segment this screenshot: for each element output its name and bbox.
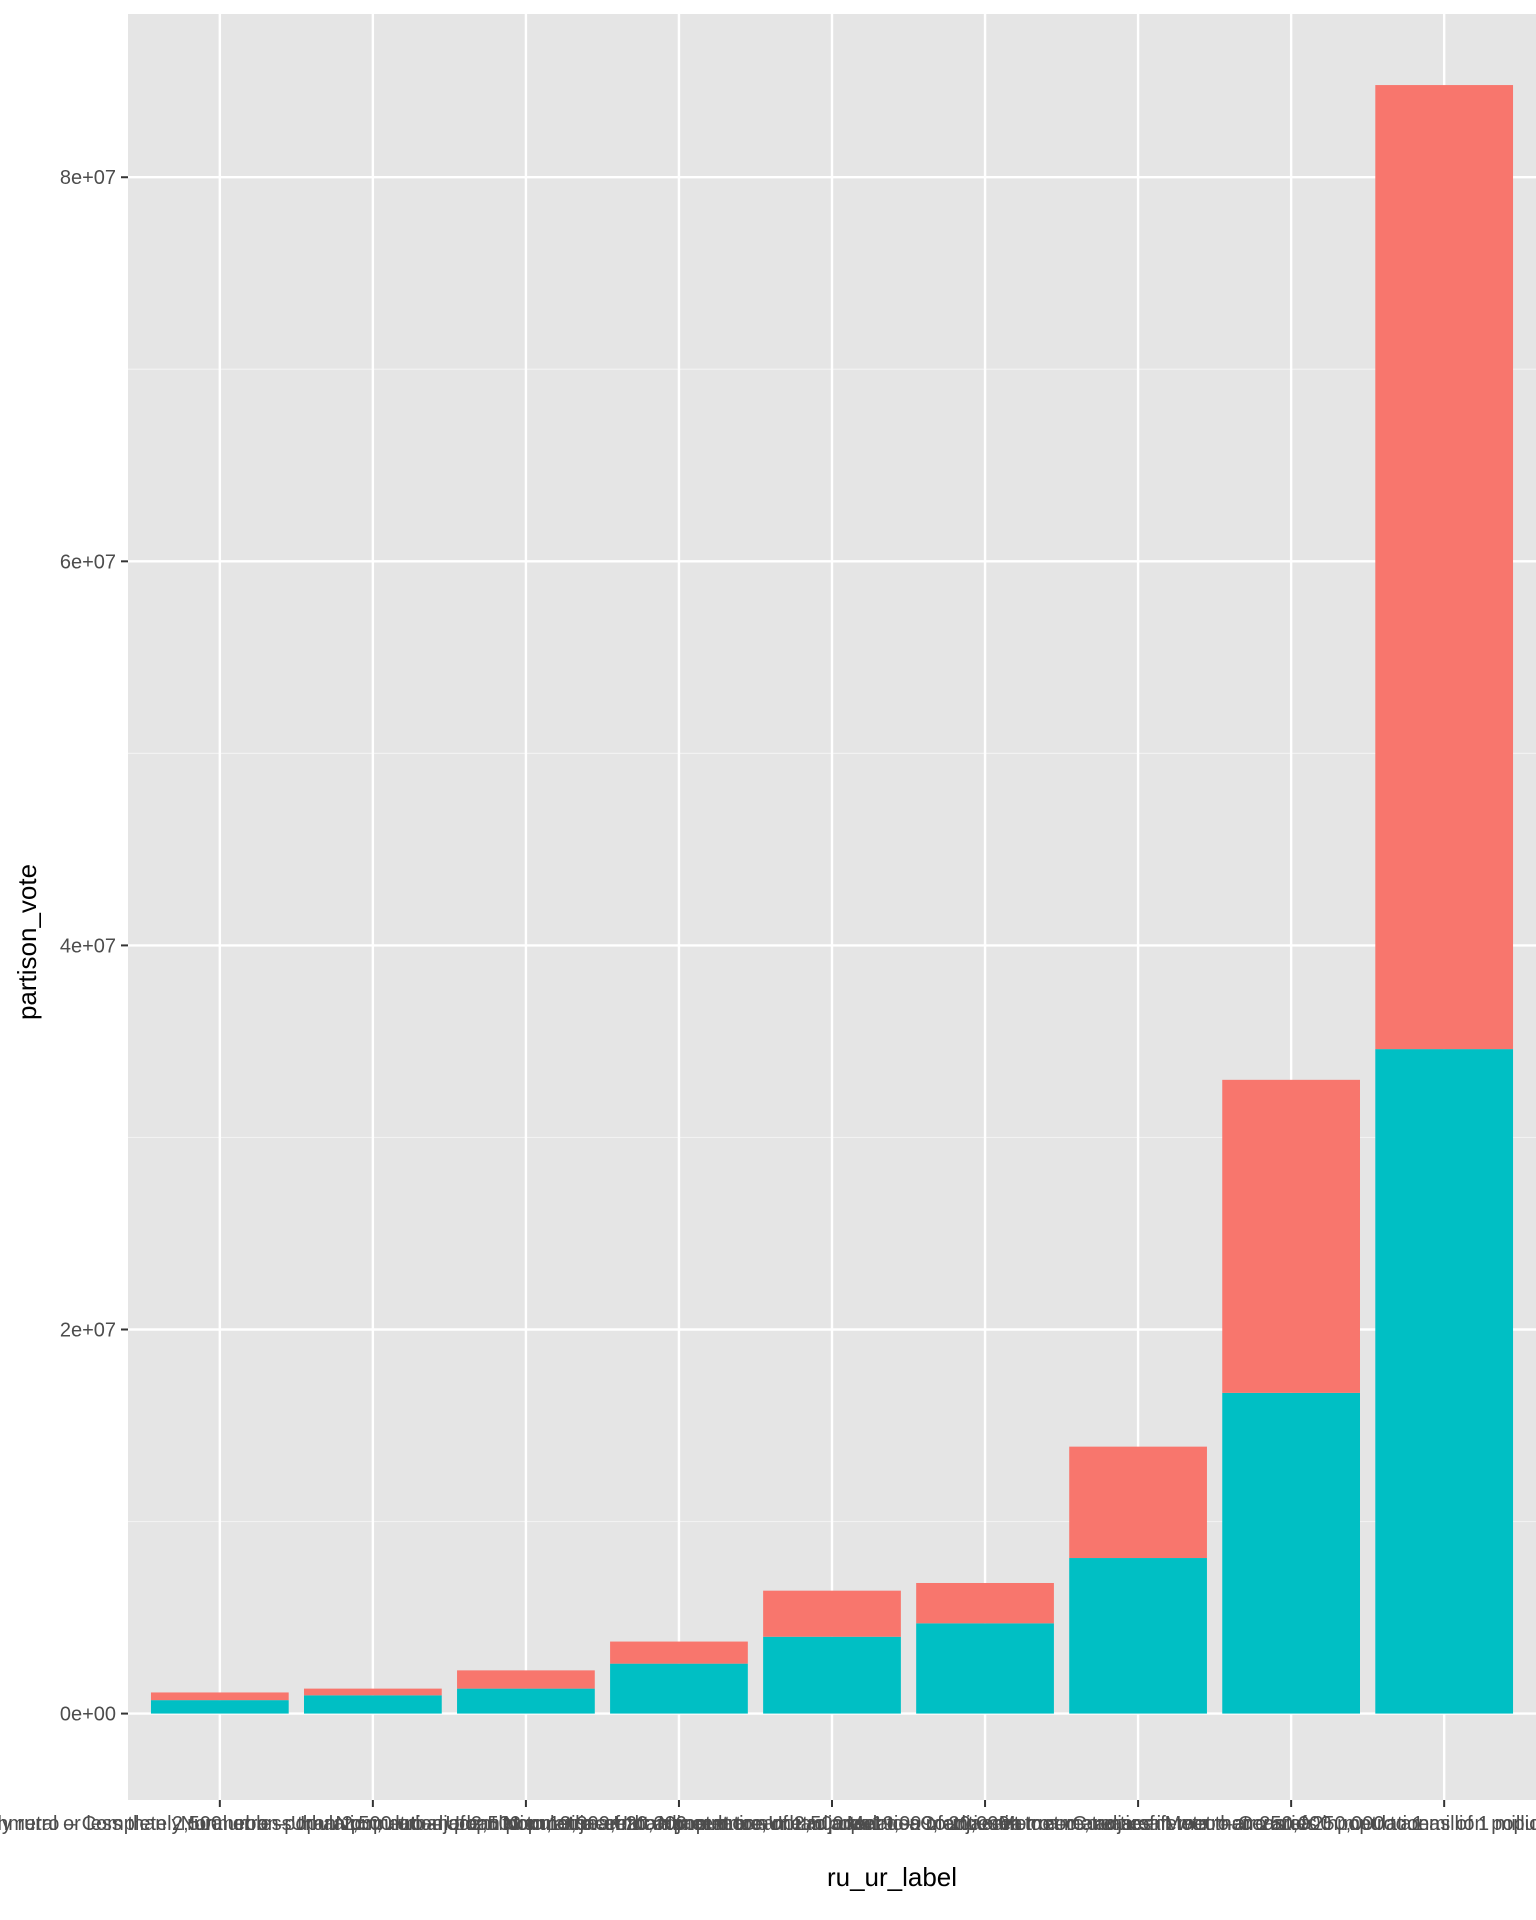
x-tick-label: Nonmetro – Urban population of 20,000 or… — [335, 1813, 1023, 1835]
x-tick-label: Nonmetro – Completely rural or less than… — [0, 1813, 775, 1835]
bar-segment — [1375, 85, 1514, 1050]
bar-segment — [150, 1700, 289, 1714]
bar-segment — [1375, 1049, 1514, 1714]
bar-segment — [916, 1582, 1054, 1624]
bar-segment — [1069, 1558, 1207, 1714]
bar-segment — [763, 1636, 901, 1714]
y-axis: 0e+00 2e+07 4e+07 6e+07 8e+07 — [60, 167, 128, 1726]
bar-segment — [1222, 1392, 1360, 1714]
bar-segment — [304, 1688, 442, 1696]
x-tick-label: Nonmetro – Urban population of 20,000 or… — [658, 1813, 1313, 1835]
y-tick-label: 2e+07 — [60, 1319, 116, 1341]
bars — [150, 85, 1514, 1714]
y-tick-label: 0e+00 — [60, 1704, 116, 1726]
x-axis-title: ru_ur_label — [827, 1862, 957, 1892]
bar-segment — [457, 1670, 595, 1689]
bar-segment — [610, 1663, 748, 1714]
x-tick-label: Nonmetro – Urban population of 2,500 to … — [503, 1813, 1161, 1835]
bar-segment — [610, 1641, 748, 1664]
y-tick-label: 4e+07 — [60, 935, 116, 957]
x-tick-label: Nonmetro – Completely rural or less than… — [0, 1813, 639, 1835]
y-tick-label: 6e+07 — [60, 551, 116, 573]
bar-segment — [763, 1590, 901, 1637]
bar-segment — [457, 1688, 595, 1714]
bar-segment — [1069, 1446, 1207, 1559]
bar-segment — [150, 1692, 289, 1701]
bar-segment — [304, 1695, 442, 1714]
x-tick-label: Metro – Counties in metro areas of 1 mil… — [1165, 1813, 1536, 1835]
x-tick-label: Nonmetro – Urban population of 2,500 to … — [181, 1813, 872, 1835]
bar-segment — [1222, 1079, 1360, 1393]
x-axis: Nonmetro – Completely rural or less than… — [0, 1800, 1536, 1835]
bar-segment — [916, 1623, 1054, 1714]
y-tick-label: 8e+07 — [60, 167, 116, 189]
grid-major — [128, 14, 1536, 1800]
x-tick-label: Metro – Counties in metro areas of 250,0… — [999, 1813, 1536, 1835]
y-axis-title: partison_vote — [12, 864, 42, 1020]
x-tick-label: Metro – Counties in metro areas of fewer… — [847, 1813, 1430, 1835]
